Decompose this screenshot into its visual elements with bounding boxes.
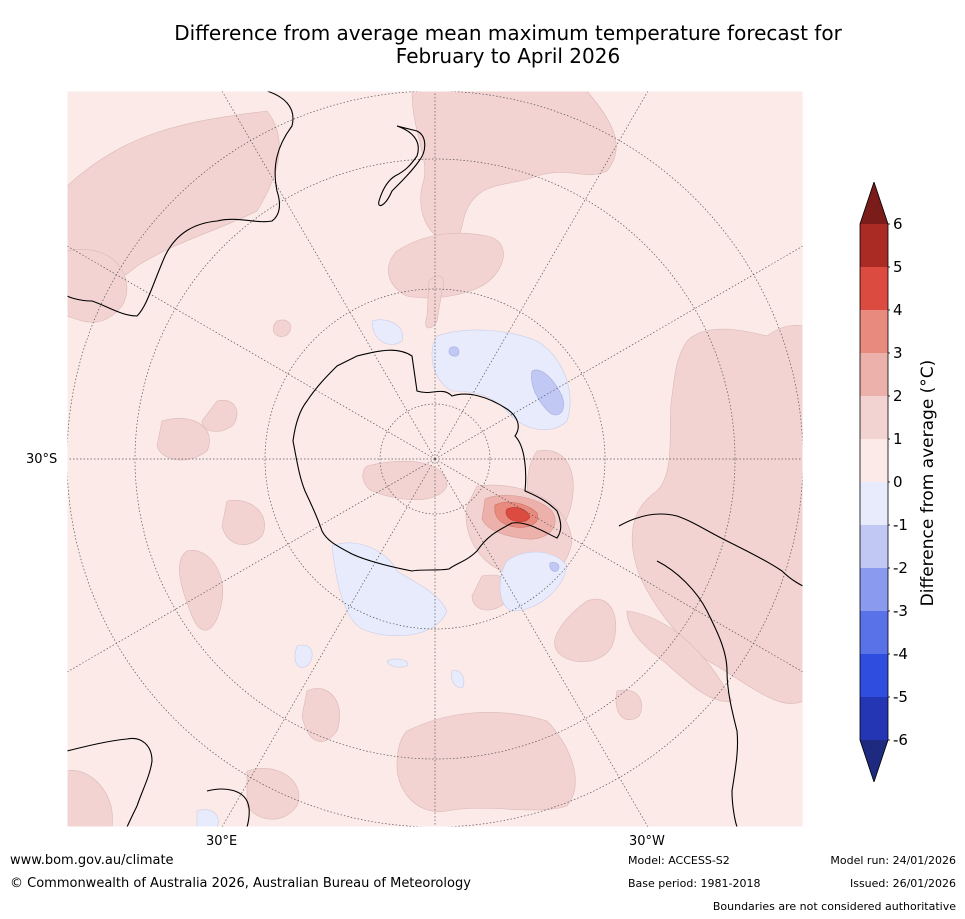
colorbar-tick-4: 4 <box>893 301 903 319</box>
lon-label-30w: 30°W <box>629 834 665 849</box>
title-line-1: Difference from average mean maximum tem… <box>174 21 842 45</box>
title-line-2: February to April 2026 <box>395 44 621 68</box>
colorbar-tick-5: 5 <box>893 258 903 276</box>
colorbar <box>858 180 892 786</box>
madagascar-coast <box>206 788 250 827</box>
new-zealand-coast <box>378 125 426 207</box>
antarctica-coast <box>292 349 562 572</box>
colorbar-band-1-2 <box>860 396 888 439</box>
colorbar-tick-0: 0 <box>893 473 903 491</box>
colorbar-tick-m6: -6 <box>893 731 908 749</box>
colorbar-tick-3: 3 <box>893 344 903 362</box>
footer-model-run: Model run: 24/01/2026 <box>830 854 956 867</box>
colorbar-tick-m3: -3 <box>893 602 908 620</box>
colorbar-tick-m2: -2 <box>893 559 908 577</box>
colorbar-band-m2-m1 <box>860 525 888 568</box>
colorbar-label: Difference from average (°C) <box>918 359 938 607</box>
colorbar-band-m4-m3 <box>860 611 888 654</box>
colorbar-tick-m4: -4 <box>893 645 908 663</box>
colorbar-band-0-1 <box>860 439 888 482</box>
colorbar-band-m5-m4 <box>860 654 888 697</box>
colorbar-tick-m5: -5 <box>893 688 908 706</box>
africa-coast <box>67 737 153 827</box>
map-canvas <box>66 90 804 828</box>
longitude-lines <box>67 91 803 827</box>
forecast-map <box>66 90 804 828</box>
lat-label-30s: 30°S <box>26 452 58 467</box>
footer-website[interactable]: www.bom.gov.au/climate <box>10 853 174 868</box>
colorbar-band-m6-m5 <box>860 697 888 740</box>
anomaly-minus-2-to-minus-1-regions <box>448 346 564 572</box>
coastlines <box>67 91 803 827</box>
map-title: Difference from average mean maximum tem… <box>0 22 965 68</box>
footer-disclaimer: Boundaries are not considered authoritat… <box>712 900 956 913</box>
footer-copyright: © Commonwealth of Australia 2026, Austra… <box>10 876 471 891</box>
colorbar-band-3-4 <box>860 310 888 353</box>
south-america-coast <box>618 513 803 827</box>
colorbar-band-2-3 <box>860 353 888 396</box>
colorbar-tick-2: 2 <box>893 387 903 405</box>
anomaly-1-to-2-regions <box>67 91 803 827</box>
colorbar-band-5-6 <box>860 224 888 267</box>
anomaly-minus-1-to-0-regions <box>196 319 571 827</box>
colorbar-band-4-5 <box>860 267 888 310</box>
colorbar-band-m1-0 <box>860 482 888 525</box>
australia-coast <box>67 91 294 317</box>
lon-label-30e: 30°E <box>206 834 238 849</box>
colorbar-under-arrow <box>860 740 888 782</box>
colorbar-over-arrow <box>860 182 888 224</box>
colorbar-band-m3-m2 <box>860 568 888 611</box>
footer-model: Model: ACCESS-S2 <box>628 854 730 867</box>
footer-base-period: Base period: 1981-2018 <box>628 877 761 890</box>
colorbar-svg <box>859 180 892 784</box>
colorbar-tick-6: 6 <box>893 215 903 233</box>
colorbar-tick-1: 1 <box>893 430 903 448</box>
footer-issued: Issued: 26/01/2026 <box>849 877 956 890</box>
latitude-circles <box>67 91 803 827</box>
colorbar-tick-m1: -1 <box>893 516 908 534</box>
